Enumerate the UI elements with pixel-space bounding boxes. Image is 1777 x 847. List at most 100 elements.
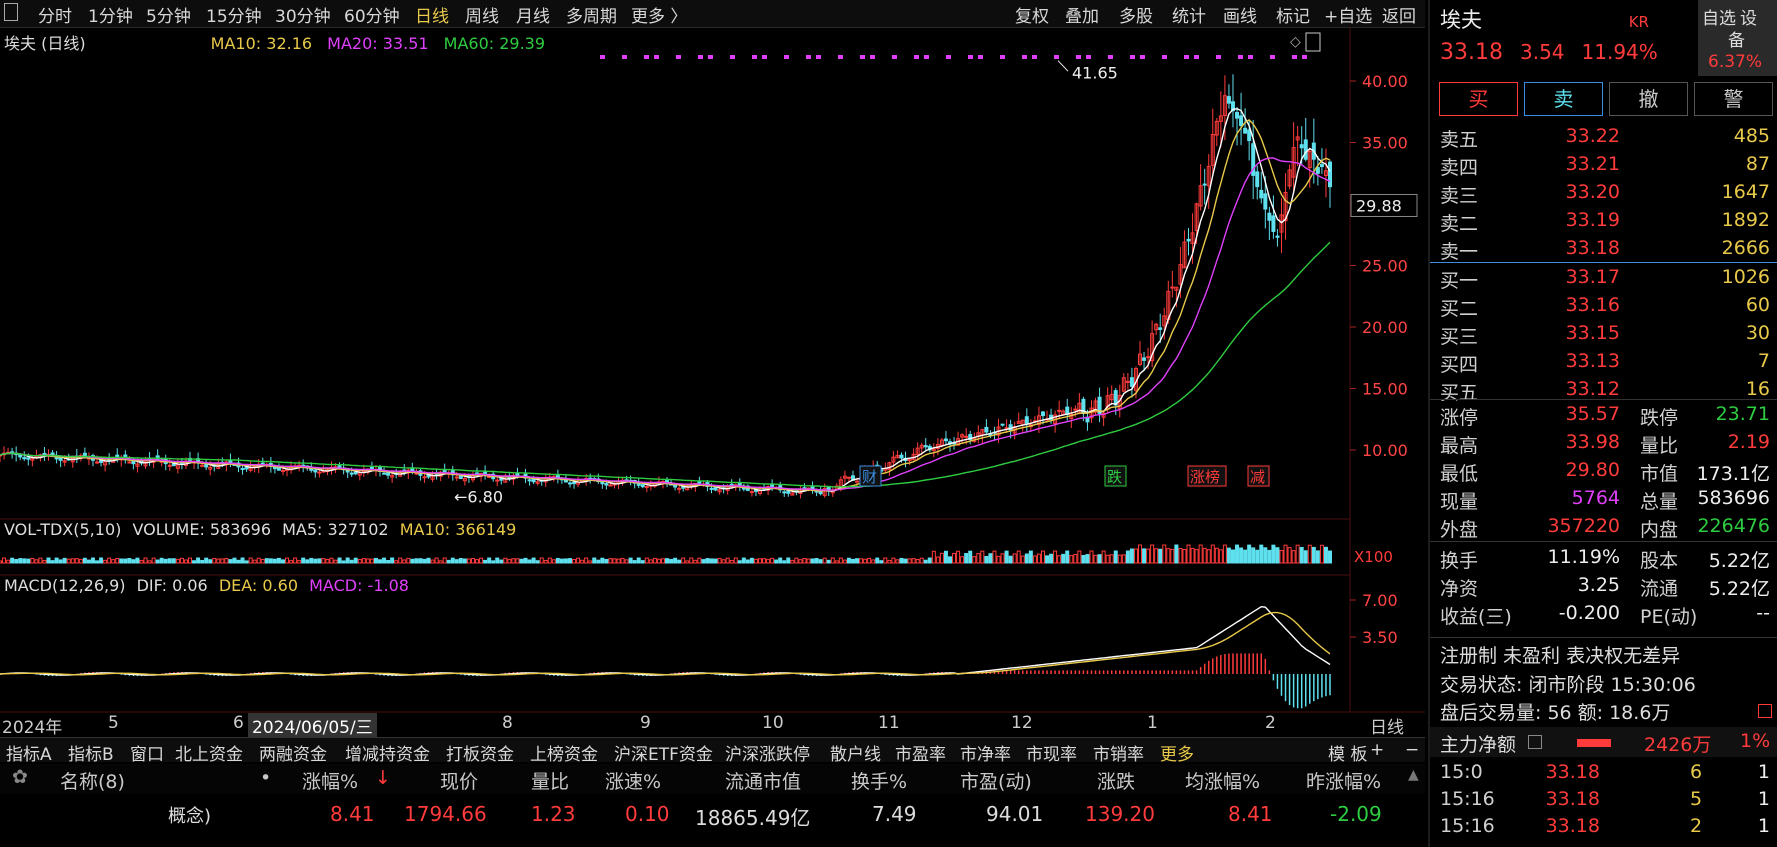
volume-bar xyxy=(414,558,419,564)
indicator-tab[interactable]: 北上资金 xyxy=(175,745,243,765)
volume-bar xyxy=(167,558,172,564)
col-vol-ratio[interactable]: 量比 xyxy=(531,771,570,793)
volume-bar xyxy=(939,552,944,564)
kline-chart-area[interactable]: 40.0035.0030.0025.0020.0015.0010.0029.88… xyxy=(0,28,1425,738)
candle-body xyxy=(1097,396,1102,414)
cancel-order-button[interactable]: 撤 xyxy=(1609,82,1688,116)
tick-row: 15:0 33.18 6 1 xyxy=(1440,761,1770,789)
note-divider xyxy=(1430,637,1777,638)
action-stats[interactable]: 统计 xyxy=(1172,7,1206,27)
action-multi-stock[interactable]: 多股 xyxy=(1119,7,1153,27)
macd-dif-line xyxy=(0,605,1331,676)
signal-marker xyxy=(914,55,919,59)
col-prev-change[interactable]: 昨涨幅% xyxy=(1306,771,1382,793)
action-back[interactable]: 返回 xyxy=(1382,7,1416,27)
candle-body xyxy=(272,466,277,470)
indicator-tab[interactable]: 市现率 xyxy=(1026,745,1077,765)
action-fuquan[interactable]: 复权 xyxy=(1015,7,1049,27)
buy-button[interactable]: 买 xyxy=(1439,82,1518,116)
remove-tab-button[interactable]: − xyxy=(1405,740,1420,760)
volume-bar xyxy=(220,558,225,564)
candle-body xyxy=(313,469,318,473)
tab-1min[interactable]: 1分钟 xyxy=(88,7,133,27)
table-scroll-up-icon[interactable]: ▲ xyxy=(1408,767,1419,783)
col-turnover[interactable]: 换手% xyxy=(851,771,908,793)
orderbook-row[interactable]: 买二 33.16 60 xyxy=(1440,294,1770,322)
indicator-tab[interactable]: 打板资金 xyxy=(446,745,514,765)
col-price[interactable]: 现价 xyxy=(440,771,479,793)
candle-body xyxy=(527,479,532,482)
action-draw[interactable]: 画线 xyxy=(1223,7,1257,27)
main-flow-label: 主力净额 xyxy=(1440,734,1517,756)
indicator-tab[interactable]: 指标A xyxy=(6,745,52,765)
indicator-tab[interactable]: 两融资金 xyxy=(259,745,327,765)
col-change[interactable]: 涨跌 xyxy=(1097,771,1136,793)
volume-bar xyxy=(390,557,395,564)
orderbook-row[interactable]: 买四 33.13 7 xyxy=(1440,350,1770,378)
tab-15min[interactable]: 15分钟 xyxy=(206,7,262,27)
main-flow-row[interactable]: 主力净额 2426万 1% xyxy=(1430,727,1777,757)
tab-multi-period[interactable]: 多周期 xyxy=(566,7,617,27)
tab-5min[interactable]: 5分钟 xyxy=(146,7,191,27)
indicator-tab[interactable]: 市销率 xyxy=(1093,745,1144,765)
indicator-tab[interactable]: 窗口 xyxy=(130,745,164,765)
orderbook-row[interactable]: 买五 33.12 16 xyxy=(1440,378,1770,406)
indicator-tab[interactable]: 市盈率 xyxy=(895,745,946,765)
volume-bar xyxy=(741,557,746,564)
col-pe[interactable]: 市盈(动) xyxy=(960,771,1032,793)
tab-weekly[interactable]: 周线 xyxy=(465,7,499,27)
indicator-tab[interactable]: 更多 xyxy=(1160,745,1194,765)
col-change-pct[interactable]: 涨幅% xyxy=(302,771,359,793)
volume-bar xyxy=(155,559,160,564)
orderbook-row[interactable]: 买一 33.17 1026 xyxy=(1440,266,1770,294)
chart-toggle-icon[interactable] xyxy=(1758,704,1772,718)
orderbook-row[interactable]: 卖二 33.19 1892 xyxy=(1440,209,1770,237)
candle-body xyxy=(1024,416,1029,424)
tab-60min[interactable]: 60分钟 xyxy=(344,7,400,27)
col-float-mcap[interactable]: 流通市值 xyxy=(725,771,802,793)
volume-bar xyxy=(519,558,524,564)
flow-menu-icon[interactable] xyxy=(1528,735,1542,749)
indicator-tab[interactable]: 沪深涨跌停 xyxy=(725,745,810,765)
orderbook-row[interactable]: 卖四 33.21 87 xyxy=(1440,153,1770,181)
row-name: 概念) xyxy=(168,806,212,827)
indicator-tab[interactable]: 散户线 xyxy=(830,745,881,765)
volume-bar xyxy=(26,558,31,564)
tab-daily[interactable]: 日线 xyxy=(415,7,449,27)
action-add-watch[interactable]: +自选 xyxy=(1324,7,1373,27)
date-period[interactable]: 日线 xyxy=(1370,718,1404,738)
orderbook-row[interactable]: 买三 33.15 30 xyxy=(1440,322,1770,350)
tab-fenshi[interactable]: 分时 xyxy=(38,7,72,27)
template-button[interactable]: 模 板 xyxy=(1328,745,1368,765)
volume-bar xyxy=(693,559,698,564)
sell-button[interactable]: 卖 xyxy=(1524,82,1603,116)
col-avg-change[interactable]: 均涨幅% xyxy=(1185,771,1261,793)
kline-chart-svg[interactable]: 40.0035.0030.0025.0020.0015.0010.0029.88… xyxy=(0,28,1425,733)
indicator-tab[interactable]: 市净率 xyxy=(960,745,1011,765)
stat-label: 最高 xyxy=(1440,435,1479,457)
indicator-tab[interactable]: 指标B xyxy=(68,745,114,765)
tab-30min[interactable]: 30分钟 xyxy=(275,7,331,27)
col-speed[interactable]: 涨速% xyxy=(605,771,662,793)
indicator-tab[interactable]: 沪深ETF资金 xyxy=(614,745,713,765)
action-overlay[interactable]: 叠加 xyxy=(1065,7,1099,27)
toolbar-menu-icon[interactable] xyxy=(4,3,18,21)
watchlist-badge[interactable]: 自选设 备 6.37% xyxy=(1698,0,1777,76)
watchlist-button[interactable]: 自选设 xyxy=(1702,9,1757,29)
tab-monthly[interactable]: 月线 xyxy=(516,7,550,27)
table-row[interactable]: 概念) 8.41 1794.66 1.23 0.10 18865.49亿 7.4… xyxy=(0,797,1425,830)
col-name[interactable]: 名称(8) xyxy=(60,771,125,793)
orderbook-row[interactable]: 卖五 33.22 485 xyxy=(1440,125,1770,153)
indicator-tab[interactable]: 增减持资金 xyxy=(345,745,430,765)
add-tab-button[interactable]: + xyxy=(1370,740,1385,760)
candle-body xyxy=(1247,129,1252,142)
orderbook-row[interactable]: 卖一 33.18 2666 xyxy=(1440,237,1770,265)
volume-bar xyxy=(256,557,261,564)
orderbook-row[interactable]: 卖三 33.20 1647 xyxy=(1440,181,1770,209)
indicator-tab[interactable]: 上榜资金 xyxy=(530,745,598,765)
settings-gear-icon[interactable]: ✿ xyxy=(12,766,28,788)
tab-more[interactable]: 更多 〉 xyxy=(631,7,688,27)
candle-body xyxy=(454,476,459,479)
action-mark[interactable]: 标记 xyxy=(1276,7,1310,27)
alert-button[interactable]: 警 xyxy=(1694,82,1773,116)
